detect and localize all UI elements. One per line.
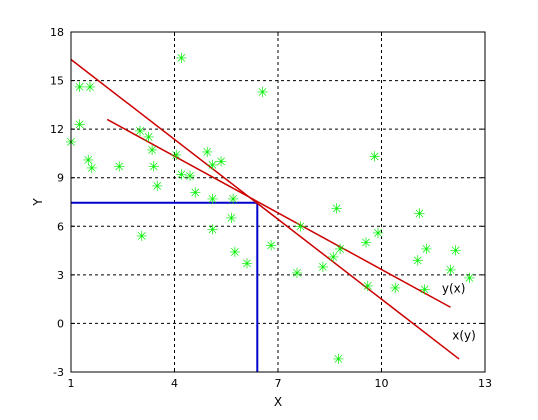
data-point: ✳ xyxy=(184,169,196,185)
fit-line-xy xyxy=(70,58,460,360)
data-point: ✳ xyxy=(331,201,343,217)
data-point: ✳ xyxy=(362,279,374,295)
data-point: ✳ xyxy=(450,244,462,260)
y-tick-label: 6 xyxy=(57,220,64,233)
fit-lines xyxy=(70,58,460,360)
data-point: ✳ xyxy=(464,271,476,287)
data-point: ✳ xyxy=(74,117,86,133)
data-point: ✳ xyxy=(372,226,384,242)
data-point: ✳ xyxy=(176,51,188,67)
data-point: ✳ xyxy=(84,80,96,96)
data-point: ✳ xyxy=(207,192,219,208)
data-point: ✳ xyxy=(257,85,269,101)
data-point: ✳ xyxy=(82,153,94,169)
data-point: ✳ xyxy=(414,206,426,222)
data-point: ✳ xyxy=(327,250,339,266)
data-point: ✳ xyxy=(86,161,98,177)
x-ticks: 1 4 7 10 13 xyxy=(68,32,492,390)
data-point: ✳ xyxy=(369,150,381,166)
data-point: ✳ xyxy=(143,130,155,146)
data-point: ✳ xyxy=(334,242,346,258)
y-ticks: -3 0 3 6 9 12 15 18 xyxy=(50,26,485,379)
y-tick-label: 9 xyxy=(57,172,64,185)
data-point: ✳ xyxy=(207,158,219,174)
data-point: ✳ xyxy=(134,124,146,140)
data-point: ✳ xyxy=(291,266,303,282)
data-points: ✳✳✳✳✳✳ ✳✳✳✳✳✳✳✳✳✳✳✳✳✳✳ ✳✳✳✳✳✳✳✳✳✳✳✳✳✳✳✳✳✳✳… xyxy=(65,51,475,368)
y-tick-label: 18 xyxy=(50,26,64,39)
data-point: ✳ xyxy=(148,159,160,175)
y-tick-label: 12 xyxy=(50,123,64,136)
line-annotation: y(x) xyxy=(442,282,466,296)
y-axis-label: Y xyxy=(31,198,45,207)
data-point: ✳ xyxy=(420,242,432,258)
y-tick-label: 15 xyxy=(50,75,64,88)
data-point: ✳ xyxy=(227,192,239,208)
x-tick-label: 10 xyxy=(375,377,389,390)
data-point: ✳ xyxy=(207,223,219,239)
line-annotations: y(x) x(y) xyxy=(442,282,476,343)
x-tick-label: 4 xyxy=(171,377,178,390)
data-point: ✳ xyxy=(170,148,182,164)
guide-lines xyxy=(71,201,259,372)
data-point: ✳ xyxy=(151,179,163,195)
data-point: ✳ xyxy=(412,253,424,269)
data-point: ✳ xyxy=(146,143,158,159)
data-point: ✳ xyxy=(136,229,148,245)
x-tick-label: 13 xyxy=(478,377,492,390)
data-point: ✳ xyxy=(317,260,329,276)
data-point: ✳ xyxy=(215,155,227,171)
data-point: ✳ xyxy=(295,219,307,235)
data-point: ✳ xyxy=(226,211,238,227)
data-point: ✳ xyxy=(360,235,372,251)
data-point: ✳ xyxy=(333,352,345,368)
data-point: ✳ xyxy=(419,282,431,298)
data-point: ✳ xyxy=(201,145,213,161)
data-point: ✳ xyxy=(445,263,457,279)
data-point: ✳ xyxy=(74,80,86,96)
data-point: ✳ xyxy=(241,257,253,273)
x-tick-label: 1 xyxy=(68,377,75,390)
grid xyxy=(71,32,485,372)
data-point: ✳ xyxy=(389,281,401,297)
y-tick-label: 0 xyxy=(57,317,64,330)
line-annotation: x(y) xyxy=(452,329,476,343)
x-axis-label: X xyxy=(274,395,282,409)
fit-line-yx xyxy=(106,118,451,308)
data-point: ✳ xyxy=(265,239,277,255)
data-point: ✳ xyxy=(113,159,125,175)
y-tick-label: -3 xyxy=(53,366,64,379)
data-point: ✳ xyxy=(189,185,201,201)
data-point: ✳ xyxy=(176,167,188,183)
x-tick-label: 7 xyxy=(275,377,282,390)
data-point: ✳ xyxy=(229,245,241,261)
y-tick-label: 3 xyxy=(57,269,64,282)
